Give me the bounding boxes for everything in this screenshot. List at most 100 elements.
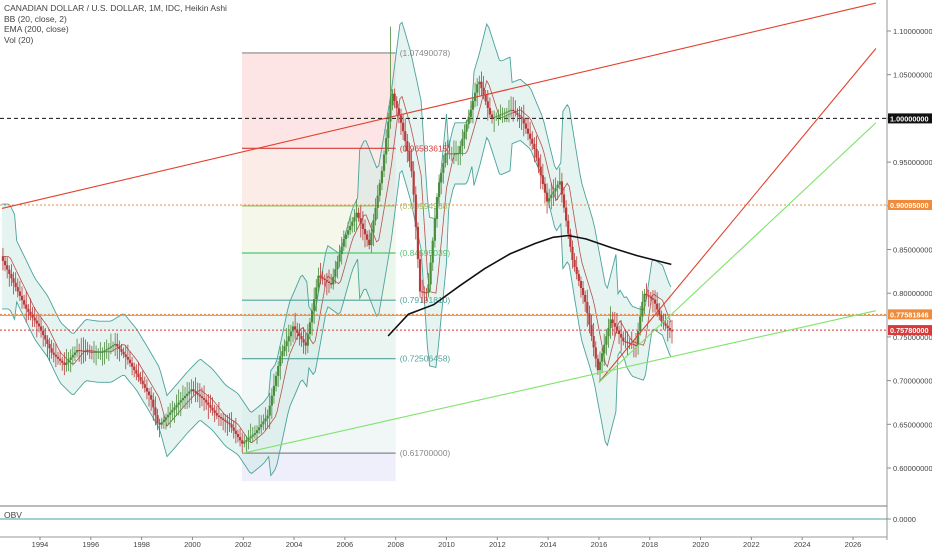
candle-body	[308, 322, 312, 334]
candle-body	[116, 343, 119, 347]
candle-body	[359, 218, 362, 224]
candle-body	[321, 277, 324, 279]
candle-body	[177, 402, 180, 405]
candle-body	[518, 114, 521, 117]
candle-body	[310, 310, 314, 323]
candle-body	[488, 107, 492, 115]
candle-body	[48, 343, 51, 349]
candle-body	[164, 417, 168, 420]
candle-body	[156, 415, 159, 423]
candle-body	[579, 280, 583, 288]
candle-body	[135, 370, 138, 374]
candle-body	[457, 153, 460, 155]
candle-body	[1, 256, 5, 261]
candle-body	[550, 194, 553, 199]
price-tick-label: 0.60000000	[893, 464, 932, 473]
candle-body	[171, 409, 174, 413]
candle-body	[42, 330, 45, 336]
candle-body	[342, 239, 345, 247]
candle-body	[567, 220, 570, 234]
candle-body	[560, 181, 563, 195]
candle-body	[281, 351, 284, 357]
candle-body	[497, 115, 500, 117]
candle-body	[61, 360, 64, 363]
candle-body	[304, 342, 307, 346]
candle-body	[71, 354, 74, 358]
candle-body	[6, 265, 9, 270]
candle-body	[336, 261, 339, 270]
candle-body	[632, 344, 635, 346]
candle-body	[162, 419, 165, 423]
fib-level-label: (0.72506458)	[400, 354, 451, 364]
ema-line	[387, 234, 672, 337]
candle-body	[215, 412, 218, 416]
ema-indicator-label: EMA (200, close)	[4, 24, 69, 34]
candle-body	[421, 291, 424, 293]
candle-body	[548, 198, 551, 202]
candle-body	[99, 351, 102, 353]
candle-body	[84, 350, 87, 352]
candle-body	[427, 284, 430, 293]
candle-body	[344, 234, 348, 240]
candle-body	[459, 146, 462, 154]
candle-body	[52, 352, 55, 355]
candle-body	[399, 115, 403, 123]
candle-body	[253, 433, 256, 435]
trendline[interactable]	[243, 310, 876, 454]
candle-body	[531, 138, 534, 144]
candle-body	[166, 414, 170, 418]
price-tick-label: 0.95000000	[893, 158, 932, 167]
candle-body	[410, 161, 413, 172]
candle-body	[236, 433, 240, 438]
candle-body	[526, 128, 530, 134]
candle-body	[302, 339, 305, 343]
price-badge-label: 0.75780000	[890, 326, 929, 335]
fib-level-label: (0.96583615)	[400, 143, 451, 153]
candle-body	[16, 287, 19, 292]
price-badge-label: 0.90095000	[890, 201, 929, 210]
time-tick-label: 2022	[743, 540, 760, 549]
candle-body	[493, 117, 496, 119]
candle-body	[442, 163, 445, 173]
candle-body	[454, 153, 458, 155]
candle-body	[258, 427, 261, 431]
candle-body	[509, 109, 513, 111]
candle-body	[169, 412, 172, 415]
candle-body	[35, 320, 38, 324]
candle-body	[202, 398, 206, 400]
candle-body	[59, 358, 62, 361]
candle-body	[46, 339, 49, 344]
candle-body	[617, 330, 621, 334]
candle-body	[33, 317, 36, 321]
candle-body	[103, 350, 106, 352]
candle-body	[143, 384, 146, 388]
candle-body	[562, 194, 566, 208]
time-tick-label: 2010	[438, 540, 455, 549]
price-tick-label: 0.70000000	[893, 377, 932, 386]
candle-body	[490, 114, 494, 119]
candle-body	[82, 350, 85, 352]
candle-body	[395, 100, 398, 109]
candle-body	[357, 212, 360, 219]
candle-body	[209, 405, 212, 408]
candle-body	[249, 436, 252, 439]
candle-body	[611, 319, 614, 324]
candle-body	[448, 153, 451, 155]
candle-body	[128, 359, 132, 364]
trendline[interactable]	[598, 48, 877, 383]
candle-body	[664, 323, 667, 326]
trendline[interactable]	[1, 2, 876, 209]
candle-body	[211, 407, 214, 411]
candle-body	[255, 430, 259, 434]
candle-body	[95, 351, 98, 353]
candle-body	[198, 394, 201, 397]
trendline[interactable]	[598, 122, 877, 383]
candle-body	[137, 373, 140, 378]
fib-level-label: (0.79191810)	[400, 295, 451, 305]
candle-body	[374, 207, 377, 221]
candle-body	[647, 295, 650, 297]
candle-body	[346, 230, 350, 235]
candle-body	[78, 350, 81, 352]
